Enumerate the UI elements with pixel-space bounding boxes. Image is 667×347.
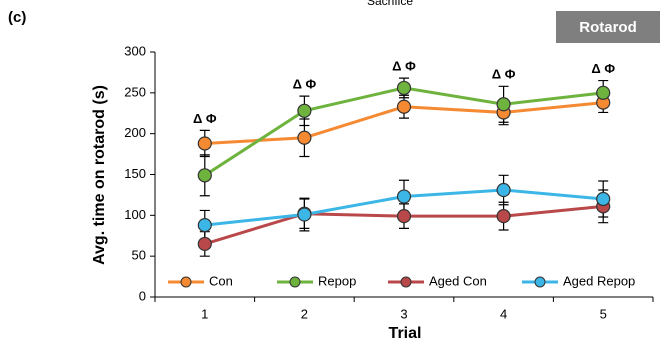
legend-label: Con	[209, 273, 233, 288]
point	[297, 207, 312, 222]
y-tick-label: 250	[124, 84, 146, 99]
legend-marker	[400, 276, 412, 288]
point	[496, 182, 511, 198]
point	[197, 136, 212, 151]
annotation: Δ Φ	[293, 77, 317, 92]
badge-box	[556, 11, 660, 43]
panel-label: (c)	[8, 9, 26, 26]
annotation: Δ Φ	[591, 61, 615, 76]
point	[396, 209, 412, 224]
point	[197, 236, 212, 252]
annotation: Δ Φ	[193, 111, 217, 126]
point	[396, 189, 412, 204]
legend-marker	[534, 276, 546, 288]
point	[496, 97, 511, 112]
y-tick-label: 100	[124, 207, 146, 222]
x-tick-label: 1	[201, 306, 208, 321]
y-tick-label: 200	[124, 125, 146, 140]
x-tick-label: 5	[600, 306, 607, 321]
y-tick-label: 150	[124, 166, 146, 181]
legend-label: Aged Con	[429, 273, 487, 288]
point	[396, 80, 412, 96]
annotation: Δ Φ	[492, 67, 516, 82]
top-text: Sacrifice	[367, 0, 413, 8]
point	[596, 85, 611, 100]
point	[197, 218, 212, 233]
legend-label: Aged Repop	[563, 273, 635, 288]
legend-label: Repop	[318, 273, 356, 288]
point	[496, 209, 511, 224]
x-tick-label: 4	[500, 306, 507, 321]
point	[396, 99, 412, 114]
point	[596, 191, 611, 207]
y-tick-label: 300	[124, 43, 146, 58]
legend-marker	[180, 276, 192, 288]
point	[297, 103, 312, 118]
point	[197, 168, 212, 183]
y-tick-label: 0	[139, 288, 146, 303]
legend-marker	[289, 276, 301, 288]
point	[297, 130, 312, 145]
badge: Rotarod	[579, 19, 637, 36]
x-tick-label: 2	[301, 306, 308, 321]
y-axis-label: Avg. time on rotarod (s)	[91, 85, 108, 265]
annotation: Δ Φ	[392, 59, 416, 74]
x-axis-label: Trial	[389, 325, 422, 342]
x-tick-label: 3	[400, 306, 407, 321]
y-tick-label: 50	[132, 248, 146, 263]
